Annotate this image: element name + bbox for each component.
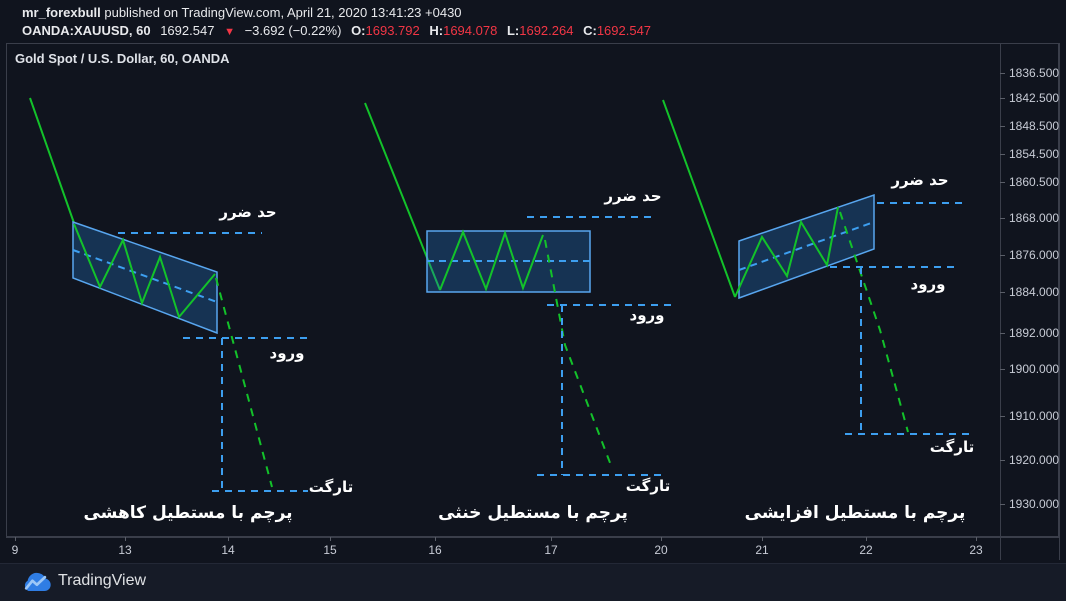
time-tick — [551, 537, 552, 541]
open-label: O: — [351, 23, 366, 38]
price-axis-label: 1842.500 — [1009, 91, 1060, 105]
price-tick — [1000, 333, 1005, 334]
entry-label: ورود — [269, 344, 305, 362]
price-tick — [1000, 154, 1005, 155]
time-axis-label: 21 — [755, 543, 769, 557]
target-label: تارگت — [308, 478, 354, 496]
target-label: تارگت — [929, 438, 975, 456]
price-axis-label: 1876.000 — [1009, 248, 1060, 262]
entry-label: ورود — [629, 306, 665, 324]
low-label: L: — [506, 23, 520, 38]
symbol-label: OANDA:XAUUSD, 60 — [22, 23, 151, 38]
stop-loss-label: حد ضرر — [891, 171, 949, 189]
high-value: 1694.078 — [443, 23, 498, 38]
time-axis-label: 15 — [323, 543, 337, 557]
time-tick — [976, 537, 977, 541]
price-axis-label: 1920.000 — [1009, 453, 1060, 467]
chart-legend-title: Gold Spot / U.S. Dollar, 60, OANDA — [15, 51, 230, 66]
time-tick — [125, 537, 126, 541]
price-tick — [1000, 218, 1005, 219]
time-tick — [15, 537, 16, 541]
price-tick — [1000, 292, 1005, 293]
time-tick — [866, 537, 867, 541]
last-price: 1692.547 — [160, 23, 215, 38]
price-axis-label: 1910.000 — [1009, 409, 1060, 423]
stop-loss-label: حد ضرر — [219, 203, 277, 221]
time-axis-label: 22 — [859, 543, 873, 557]
header: mr_forexbull published on TradingView.co… — [22, 5, 651, 38]
pattern-caption: پرچم با مستطیل افزایشی — [744, 503, 966, 523]
close-value: 1692.547 — [596, 23, 652, 38]
price-tick — [1000, 369, 1005, 370]
symbol-ohlc-line: OANDA:XAUUSD, 60 1692.547 ▼ −3.692 (−0.2… — [22, 23, 651, 38]
time-tick — [762, 537, 763, 541]
pattern-caption: پرچم با مستطیل کاهشی — [83, 503, 293, 523]
tradingview-logo-icon[interactable] — [20, 570, 52, 596]
time-axis-label: 9 — [11, 543, 19, 557]
price-axis-label: 1930.000 — [1009, 497, 1060, 511]
down-arrow-icon: ▼ — [224, 26, 235, 38]
time-tick — [228, 537, 229, 541]
price-axis-label: 1836.500 — [1009, 66, 1060, 80]
time-axis-label: 14 — [221, 543, 235, 557]
flag-ascending-drawing — [662, 99, 970, 435]
author-name: mr_forexbull — [22, 5, 101, 20]
price-axis-label: 1884.000 — [1009, 285, 1060, 299]
close-label: C: — [583, 23, 597, 38]
entry-label: ورود — [910, 275, 946, 293]
time-axis-separator — [6, 537, 1060, 538]
price-tick — [1000, 416, 1005, 417]
price-axis-label: 1854.500 — [1009, 147, 1060, 161]
publish-info: published on TradingView.com, April 21, … — [100, 5, 462, 20]
time-axis-label: 16 — [428, 543, 442, 557]
price-axis-label: 1892.000 — [1009, 326, 1060, 340]
price-axis-label: 1868.000 — [1009, 211, 1060, 225]
publish-line: mr_forexbull published on TradingView.co… — [22, 5, 651, 20]
price-tick — [1000, 182, 1005, 183]
flag-descending-drawing — [29, 97, 312, 492]
price-axis-label: 1848.500 — [1009, 119, 1060, 133]
price-tick — [1000, 255, 1005, 256]
price-tick — [1000, 460, 1005, 461]
footer-bar: TradingView — [0, 563, 1066, 601]
time-axis-label: 17 — [544, 543, 558, 557]
time-axis-label: 23 — [969, 543, 983, 557]
flag-neutral-drawing — [364, 102, 677, 476]
open-value: 1693.792 — [365, 23, 420, 38]
stop-loss-label: حد ضرر — [604, 187, 662, 205]
time-tick — [661, 537, 662, 541]
price-tick — [1000, 73, 1005, 74]
price-tick — [1000, 98, 1005, 99]
high-label: H: — [429, 23, 444, 38]
price-tick — [1000, 126, 1005, 127]
pattern-caption: پرچم با مستطیل خنثی — [438, 503, 628, 523]
time-axis-label: 20 — [654, 543, 668, 557]
price-tick — [1000, 504, 1005, 505]
chart-canvas[interactable] — [6, 43, 1059, 537]
price-axis-label: 1860.500 — [1009, 175, 1060, 189]
price-change: −3.692 (−0.22%) — [244, 23, 342, 38]
price-axis-label: 1900.000 — [1009, 362, 1060, 376]
time-tick — [330, 537, 331, 541]
time-axis-label: 13 — [118, 543, 132, 557]
low-value: 1692.264 — [519, 23, 574, 38]
target-label: تارگت — [625, 477, 671, 495]
tradingview-brand-text[interactable]: TradingView — [58, 572, 147, 589]
time-tick — [435, 537, 436, 541]
price-axis-right-border — [1059, 43, 1060, 560]
price-axis-separator — [1000, 43, 1001, 560]
